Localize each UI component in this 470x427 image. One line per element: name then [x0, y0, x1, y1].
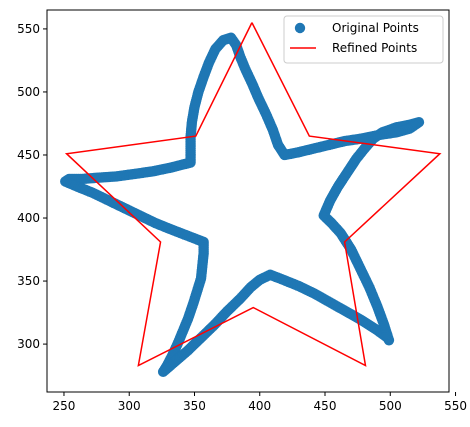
y-axis: 300 350 400 450 500 550 [17, 22, 47, 351]
y-tick-label: 500 [17, 85, 40, 99]
x-tick-label: 550 [444, 399, 467, 413]
legend: Original Points Refined Points [283, 15, 444, 64]
y-tick-label: 450 [17, 148, 40, 162]
x-tick-label: 450 [314, 399, 337, 413]
y-tick-label: 400 [17, 211, 40, 225]
line-layer [64, 22, 442, 367]
x-axis: 250 300 350 400 450 500 550 [53, 392, 467, 413]
legend-label-refined: Refined Points [332, 41, 417, 55]
x-tick-label: 400 [248, 399, 271, 413]
scatter-layer [60, 32, 425, 378]
y-tick-label: 550 [17, 22, 40, 36]
plot-frame [46, 9, 450, 393]
scatter-point [226, 34, 238, 45]
legend-label-original: Original Points [332, 21, 419, 35]
x-tick-label: 250 [53, 399, 76, 413]
y-tick-label: 300 [17, 337, 40, 351]
legend-scatter-marker [294, 22, 306, 34]
refined-points-line [64, 22, 442, 367]
x-tick-label: 350 [183, 399, 206, 413]
y-tick-label: 350 [17, 274, 40, 288]
x-tick-label: 500 [379, 399, 402, 413]
legend-box [283, 15, 444, 64]
x-tick-label: 300 [118, 399, 141, 413]
